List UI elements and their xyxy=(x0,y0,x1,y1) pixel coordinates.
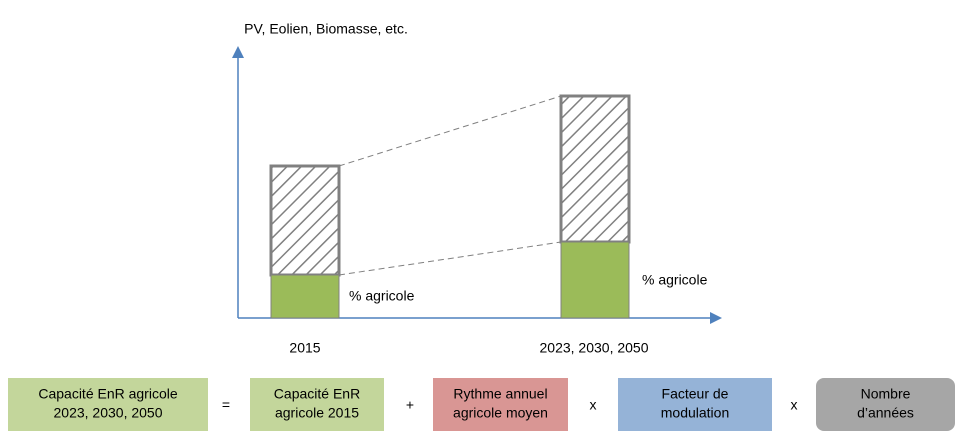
connector xyxy=(338,95,562,167)
formula-box xyxy=(250,378,384,431)
formula-text: modulation xyxy=(661,405,730,421)
share-label: % agricole xyxy=(642,272,708,288)
operator: + xyxy=(406,397,414,413)
bar-label: 2015 xyxy=(289,340,320,356)
operator: x xyxy=(791,397,798,413)
formula-text: agricole moyen xyxy=(453,405,548,421)
formula-box xyxy=(618,378,772,431)
bar-label: 2023, 2030, 2050 xyxy=(540,340,649,356)
formula-text: Facteur de xyxy=(662,386,729,402)
operator: x xyxy=(590,397,597,413)
operator: = xyxy=(222,397,230,413)
formula-box xyxy=(8,378,208,431)
formula-box xyxy=(433,378,568,431)
bar-2015 xyxy=(269,164,341,319)
formula-text: 2023, 2030, 2050 xyxy=(54,405,163,421)
formula-text: Capacité EnR xyxy=(274,386,360,402)
connector xyxy=(338,241,562,276)
formula-box xyxy=(816,378,955,431)
formula-text: agricole 2015 xyxy=(275,405,359,421)
formula: Capacité EnR agricole 2023, 2030, 2050 Cap… xyxy=(8,378,955,431)
formula-text: Rythme annuel xyxy=(453,386,547,402)
axis-title: PV, Eolien, Biomasse, etc. xyxy=(244,21,408,37)
formula-text: Nombre xyxy=(861,386,911,402)
formula-text: Capacité EnR agricole xyxy=(38,386,178,402)
formula-text: d’années xyxy=(857,405,914,421)
bar-future xyxy=(559,94,631,319)
share-label: % agricole xyxy=(349,288,415,304)
